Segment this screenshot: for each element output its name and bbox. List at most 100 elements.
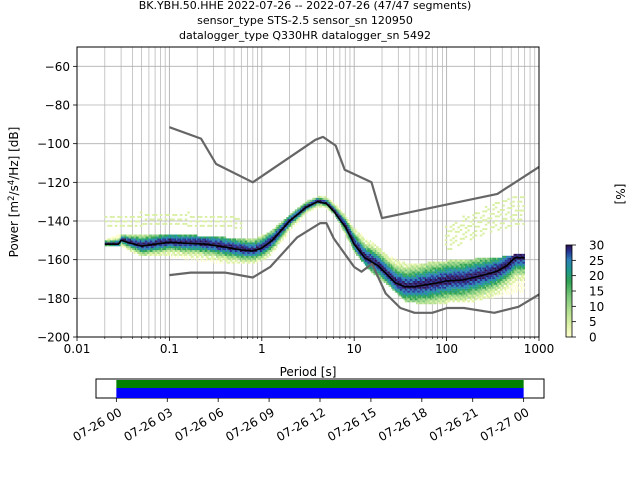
psd-density-cell [443,294,445,297]
psd-density-cell [483,296,485,299]
psd-density-cell [343,221,345,224]
psd-density-cell [378,257,380,260]
psd-density-cell [177,218,180,221]
psd-density-cell [507,280,509,283]
psd-density-cell [336,209,338,212]
psd-density-cell [323,195,325,198]
psd-density-cell [123,246,125,249]
timeline-tick-label: 07-26 00 [71,405,125,444]
psd-density-cell [366,246,368,249]
psd-density-cell [407,294,409,297]
psd-density-cell [379,251,382,254]
psd-density-cell [419,271,422,274]
psd-density-cell [197,250,199,253]
psd-density-cell [491,284,493,287]
psd-density-cell [479,298,482,301]
psd-density-cell [409,267,412,270]
psd-density-cell [191,253,193,256]
psd-density-cell [509,288,512,291]
psd-density-cell [228,257,230,260]
psd-density-cell [474,292,477,295]
psd-density-cell [424,269,427,272]
psd-density-cell [393,284,395,287]
psd-density-cell [503,255,505,258]
psd-density-cell [152,251,154,254]
psd-density-cell [438,261,440,264]
psd-density-cell [458,259,460,262]
psd-density-cell [266,250,268,253]
psd-density-cell [492,294,494,297]
psd-density-cell [469,259,472,262]
psd-density-cell [483,292,485,295]
psd-density-cell [464,261,467,264]
psd-density-cell [353,232,355,235]
psd-density-cell [466,298,468,301]
psd-density-cell [281,232,283,235]
psd-density-cell [493,261,495,264]
psd-density-cell [481,265,483,268]
psd-density-cell [107,238,109,241]
psd-density-cell [306,203,308,206]
psd-density-cell [409,271,412,274]
psd-density-cell [486,277,488,280]
psd-density-cell [356,234,358,237]
psd-density-cell [358,236,360,239]
psd-density-cell [114,224,118,227]
psd-density-cell [374,250,377,253]
psd-density-cell [198,238,200,241]
psd-density-cell [378,253,380,256]
psd-density-cell [462,263,464,266]
psd-density-cell [447,292,449,295]
psd-density-cell [514,253,517,256]
psd-density-cell [308,207,310,210]
psd-density-cell [422,290,424,293]
psd-density-cell [491,261,493,264]
psd-density-cell [418,275,420,278]
psd-density-cell [349,224,352,227]
psd-density-cell [183,246,185,249]
psd-density-cell [137,242,139,245]
psd-density-cell [432,271,434,274]
psd-density-cell [154,242,157,245]
psd-density-cell [339,217,342,220]
psd-density-cell [292,222,294,225]
psd-density-cell [411,277,413,280]
psd-density-cell [332,201,334,204]
psd-density-cell [457,259,459,262]
psd-density-cell [484,263,487,266]
psd-density-cell [488,257,490,260]
psd-density-cell [397,279,399,282]
psd-density-cell [432,292,434,295]
psd-density-cell [439,302,442,305]
psd-density-cell [376,246,378,249]
psd-density-cell [364,246,367,249]
psd-density-cell [389,273,392,276]
psd-density-cell [479,284,482,287]
psd-density-cell [379,265,382,268]
psd-density-cell [252,240,254,243]
psd-density-cell [469,286,472,289]
psd-density-cell [263,248,265,251]
psd-density-cell [462,237,465,240]
psd-density-cell [293,221,295,224]
psd-density-cell [234,242,237,245]
psd-density-cell [506,275,508,278]
psd-density-cell [197,255,199,258]
psd-density-cell [448,294,450,297]
psd-density-cell [461,286,463,289]
psd-density-cell [462,265,464,268]
psd-density-cell [306,207,308,210]
psd-density-cell [377,248,379,251]
psd-density-cell [391,284,393,287]
psd-density-cell [506,267,508,270]
psd-density-cell [163,246,165,249]
psd-density-cell [106,244,108,247]
psd-density-cell [348,221,350,224]
psd-density-cell [387,282,389,285]
psd-density-cell [392,257,394,260]
psd-density-cell [429,284,432,287]
psd-density-cell [231,238,233,241]
psd-density-cell [373,253,375,256]
psd-density-cell [231,240,233,243]
psd-density-cell [153,248,155,251]
